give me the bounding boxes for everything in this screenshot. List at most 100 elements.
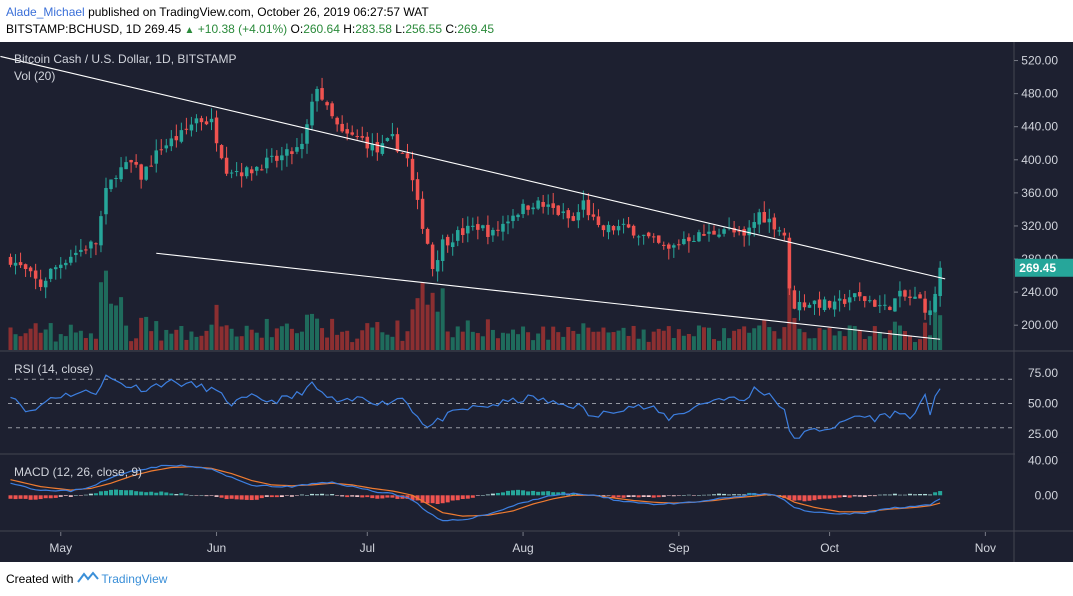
volume-bar (380, 332, 385, 350)
candle-body (918, 294, 922, 299)
chart-title: Bitcoin Cash / U.S. Dollar, 1D, BITSTAMP (14, 52, 237, 66)
macd-histogram-bar (511, 490, 516, 496)
candle-body (827, 300, 832, 308)
volume-bar (154, 321, 159, 350)
candle-body (48, 268, 53, 279)
macd-histogram-bar (184, 494, 189, 496)
candle-body (923, 298, 927, 313)
macd-histogram-bar (229, 495, 234, 499)
volume-bar (315, 318, 320, 350)
macd-tick-label: 0.00 (1035, 488, 1059, 502)
candle-body (707, 231, 711, 234)
macd-histogram-bar (149, 491, 154, 496)
macd-histogram-bar (169, 493, 174, 496)
macd-histogram-bar (892, 493, 897, 496)
price-tick-label: 520.00 (1021, 54, 1058, 68)
volume-bar (712, 339, 717, 350)
volume-bar (445, 331, 450, 350)
macd-histogram-bar (475, 495, 480, 496)
macd-histogram-bar (797, 495, 802, 501)
macd-histogram-bar (365, 495, 370, 498)
volume-bar (777, 338, 782, 350)
price-tick-label: 400.00 (1021, 153, 1058, 167)
volume-bar (435, 311, 440, 350)
macd-histogram-bar (234, 495, 239, 500)
candle-body (224, 157, 229, 174)
open-label: O: (290, 22, 304, 36)
volume-bar (475, 333, 480, 350)
macd-histogram-bar (370, 495, 375, 499)
macd-histogram-bar (722, 493, 727, 496)
candle-body (933, 293, 937, 312)
footer: Created with TradingView (6, 571, 167, 586)
volume-bar (606, 332, 611, 350)
macd-histogram-bar (325, 494, 330, 496)
candle-body (626, 224, 631, 228)
author-link[interactable]: Alade_Michael (6, 5, 85, 19)
candle-body (893, 298, 897, 312)
candle-body (656, 235, 661, 243)
time-tick-label: May (49, 541, 72, 555)
macd-histogram-bar (304, 495, 309, 496)
grid-layer (0, 42, 1073, 562)
macd-histogram-bar (807, 495, 812, 501)
macd-histogram-bar (375, 495, 380, 499)
macd-histogram-bar (465, 495, 470, 499)
volume-bar (214, 304, 219, 350)
macd-histogram-bar (154, 492, 159, 496)
candle-body (214, 117, 219, 144)
macd-histogram-bar (933, 492, 938, 496)
volume-bar (616, 330, 621, 350)
volume-bar (847, 325, 852, 350)
macd-histogram-bar (335, 495, 340, 496)
volume-bar (13, 334, 18, 350)
rsi-label: RSI (14, close) (14, 362, 93, 376)
candle-body (310, 101, 314, 126)
candle-body (832, 301, 837, 310)
volume-bar (63, 336, 68, 350)
candle-body (621, 223, 626, 225)
candle-body (873, 300, 877, 307)
volume-bar (360, 330, 365, 350)
candle-body (767, 218, 772, 223)
volume-bar (526, 332, 531, 350)
volume-bar (294, 333, 299, 350)
candle-body (737, 230, 741, 232)
candle-body (13, 262, 18, 266)
volume-bar (923, 322, 928, 350)
volume-bar (345, 330, 350, 350)
candle-body (551, 203, 555, 208)
candle-body (531, 207, 535, 210)
candle-body (325, 102, 329, 106)
volume-bar (224, 325, 229, 350)
candle-body (857, 292, 862, 297)
macd-histogram-bar (58, 495, 63, 497)
candle-body (677, 244, 681, 246)
price-tick-label: 440.00 (1021, 120, 1058, 134)
macd-histogram-bar (204, 495, 209, 497)
candle-body (244, 167, 249, 177)
candle-body (687, 237, 691, 242)
macd-histogram-bar (53, 495, 58, 498)
volume-bar (807, 338, 812, 350)
candle-body (908, 296, 912, 299)
macd-histogram-bar (355, 495, 360, 497)
macd-histogram-bar (460, 495, 465, 500)
rsi-pane (8, 374, 1013, 439)
price-chart[interactable]: 520.00480.00440.00400.00360.00320.00280.… (0, 42, 1073, 562)
volume-bar (611, 332, 616, 350)
macd-histogram-bar (315, 494, 320, 496)
volume-bar (792, 317, 797, 350)
macd-histogram-bar (294, 495, 299, 496)
volume-bar (485, 319, 490, 350)
volume-bar (897, 325, 902, 350)
candle-body (375, 142, 380, 153)
macd-histogram-bar (767, 495, 772, 496)
candle-body (521, 203, 525, 215)
tradingview-link[interactable]: TradingView (101, 571, 168, 586)
candle-body (124, 162, 128, 170)
rsi-tick-label: 25.00 (1028, 427, 1058, 441)
macd-histogram-bar (681, 495, 686, 496)
candle-body (260, 169, 264, 171)
candle-body (335, 117, 339, 125)
